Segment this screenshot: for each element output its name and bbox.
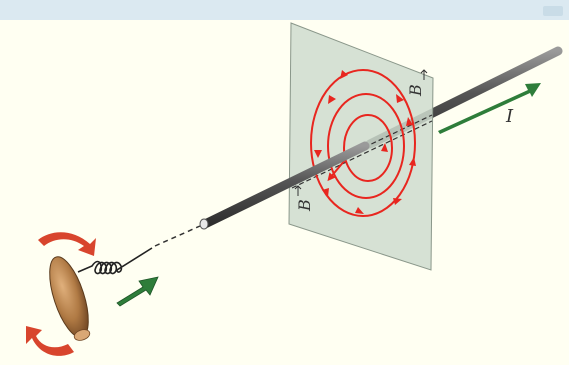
vector-arrow-icon: [420, 69, 428, 80]
screwdriver-handle: [49, 256, 89, 338]
field-line-arrow-icon: [314, 150, 322, 158]
field-line-outer: [310, 69, 416, 217]
field-label-lower-text: B: [295, 199, 314, 212]
current-label: I: [505, 106, 514, 127]
label-field-upper: B: [406, 69, 428, 97]
corner-tab: [543, 6, 563, 16]
field-line-inner: [343, 114, 393, 182]
wire-near-segment: [200, 141, 370, 229]
field-line-inner-left: [327, 159, 346, 182]
wire-end-cap: [199, 218, 209, 230]
current-arrow-icon: [438, 83, 541, 134]
field-line-arrow-icon: [355, 207, 364, 214]
field-line-arrow-icon: [322, 188, 329, 197]
rotation-arrow-bottom-icon: [26, 326, 74, 356]
corkscrew-icon: [77, 247, 153, 275]
field-line-arrow-icon: [340, 70, 348, 79]
label-field-lower: B: [294, 185, 314, 212]
screw-axis-dashed: [154, 225, 201, 247]
field-line-arrow-icon: [328, 95, 336, 104]
wire-hidden-dashed-2: [291, 120, 433, 189]
field-line-middle: [327, 93, 405, 199]
magnetic-field-lines: [310, 69, 416, 217]
handle-end-cap: [73, 329, 91, 341]
window-top-strip: [0, 0, 569, 20]
field-line-arrow-icon: [393, 198, 402, 205]
rotation-arrow-top-icon: [38, 232, 96, 256]
field-label-upper-text: B: [406, 84, 425, 97]
field-line-arrow-icon: [406, 117, 413, 126]
field-line-arrows: [314, 70, 416, 214]
field-line-arrow-icon: [381, 143, 388, 152]
vector-arrow-icon: [294, 185, 302, 196]
field-line-arrow-icon: [396, 94, 404, 103]
field-line-arrow-icon: [409, 157, 416, 166]
push-arrow-icon: [116, 276, 159, 307]
